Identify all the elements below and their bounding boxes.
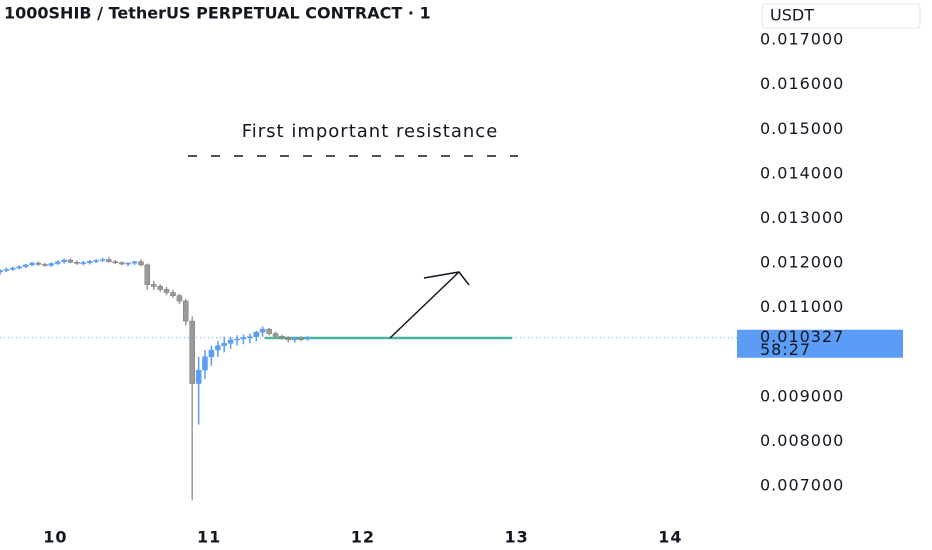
y-tick-label: 0.011000 [760, 297, 844, 316]
candle-body [22, 264, 29, 267]
price-label: 0.010327 [760, 327, 844, 346]
candle-body [119, 262, 125, 265]
arrow [389, 271, 470, 339]
candle-body [61, 259, 67, 263]
candle-body [221, 343, 227, 346]
x-tick-label: 11 [197, 528, 221, 547]
candle-body [42, 264, 48, 266]
price-axis-bg [737, 0, 932, 550]
candle-body [234, 338, 240, 341]
candle-body [106, 259, 112, 263]
y-tick-label: 0.015000 [760, 119, 844, 138]
candle-body [93, 260, 99, 262]
x-tick-label: 12 [351, 528, 375, 547]
candle-body [259, 328, 266, 333]
candle-body [112, 261, 119, 264]
candle-body [247, 336, 253, 338]
candle-body [35, 262, 42, 265]
candle-body [292, 338, 298, 341]
candle-body [125, 262, 131, 265]
annotation: First important resistance [242, 121, 499, 142]
candle-body [48, 263, 54, 266]
currency[interactable]: USDT [770, 6, 814, 25]
countdown: 58:27 [760, 340, 811, 359]
y-tick-label: 0.017000 [760, 30, 844, 49]
candle-body [253, 331, 260, 337]
y-tick-label: 0.012000 [760, 253, 844, 272]
y-tick-label: 0.013000 [760, 208, 844, 227]
candle-body [189, 320, 195, 384]
candle-body [202, 356, 208, 371]
candle-body [3, 269, 10, 271]
candle-body [215, 345, 221, 351]
candle-body [10, 267, 16, 270]
price-label-box [737, 329, 903, 358]
candle-body [54, 261, 61, 264]
candle-body [157, 286, 163, 290]
candle-body [16, 266, 22, 269]
candle-body [29, 262, 35, 266]
candle-body [195, 369, 202, 384]
candle-body [266, 328, 272, 334]
y-tick-label: 0.008000 [760, 431, 844, 450]
candle-body [138, 261, 144, 266]
candle-body [80, 262, 87, 264]
currency-box[interactable] [761, 3, 921, 29]
candle-body [176, 295, 183, 302]
chart-title: 1000SHIB / TetherUS PERPETUAL CONTRACT ·… [4, 4, 431, 23]
candle-body [151, 284, 157, 287]
candle-body [74, 261, 80, 264]
candle-body [240, 337, 247, 340]
y-tick-label: 0.016000 [760, 74, 844, 93]
candle-body [0, 270, 3, 273]
candle-body [67, 259, 74, 263]
y-tick-label: 0.007000 [760, 476, 844, 495]
candle-body [227, 339, 234, 344]
y-tick-label: 0.014000 [760, 163, 844, 182]
candle-body [131, 261, 138, 264]
x-tick-label: 10 [43, 528, 67, 547]
candle-body [99, 259, 106, 261]
y-tick-label: 0.009000 [760, 386, 844, 405]
candle-body [285, 337, 292, 341]
x-tick-label: 13 [505, 528, 529, 547]
candle-body [298, 338, 304, 340]
candle-body [163, 289, 170, 293]
x-tick-label: 14 [658, 528, 682, 547]
candle-body [208, 349, 215, 358]
candle-body [170, 292, 176, 296]
candle-body [272, 333, 279, 337]
candle-body [144, 264, 151, 285]
candle-body [182, 300, 189, 322]
candle-body [304, 337, 311, 340]
candle-body [86, 261, 93, 263]
candle-body [279, 336, 285, 339]
